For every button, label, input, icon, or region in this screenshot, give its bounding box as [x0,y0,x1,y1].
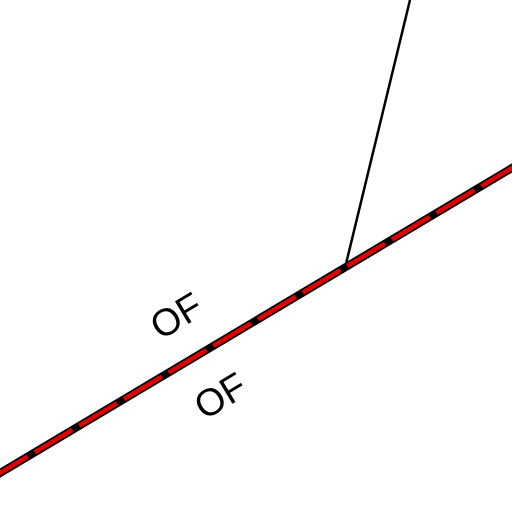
map-label-of-lower: OF [187,365,254,428]
branch-line [343,0,412,269]
map-label-of-upper: OF [143,285,210,348]
boundary-line-base [0,163,512,478]
